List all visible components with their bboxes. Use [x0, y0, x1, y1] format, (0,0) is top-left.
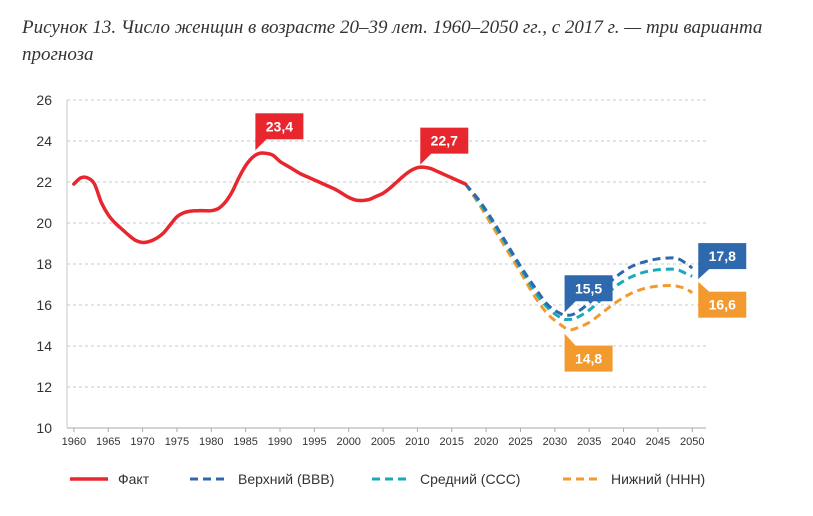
- axis-layer: 10 12 14 16 18 20 22 24 26 1960 1965 1970 1975 1980 19…: [36, 92, 706, 448]
- callout-box: [564, 345, 613, 372]
- data-label: 17,8: [709, 248, 736, 264]
- x-tick-label: 2050: [680, 436, 704, 448]
- x-tick-label: 2010: [405, 436, 429, 448]
- x-tick-label: 2030: [543, 436, 567, 448]
- data-label: 22,7: [431, 133, 458, 149]
- callout-upperMin: 15,5: [564, 275, 613, 313]
- x-tick-label: 2025: [508, 436, 532, 448]
- series-line-upper: [464, 183, 694, 317]
- callout-pointer: [698, 268, 711, 280]
- legend-label: Средний (ССС): [420, 471, 520, 487]
- y-tick-label: 10: [36, 420, 52, 436]
- x-tick-label: 2020: [474, 436, 498, 448]
- x-tick-label: 2015: [440, 436, 464, 448]
- x-tick-label: 1995: [302, 436, 326, 448]
- callout-pointer: [564, 333, 577, 347]
- legend-item-lower: Нижний (ННН): [563, 471, 705, 487]
- series-line-lower: [464, 183, 694, 332]
- callout-pointer: [420, 152, 433, 165]
- y-tick-label: 20: [36, 215, 52, 231]
- legend-label: Факт: [118, 471, 150, 487]
- y-tick-label: 22: [36, 174, 52, 190]
- x-tick-label: 1960: [62, 436, 86, 448]
- y-tick-label: 18: [36, 256, 52, 272]
- callout-upperEnd: 17,8: [698, 243, 747, 280]
- x-tick-label: 2035: [577, 436, 601, 448]
- callout-pointer: [255, 138, 268, 151]
- y-tick-label: 14: [36, 338, 52, 354]
- x-tick-label: 1990: [268, 436, 292, 448]
- callout-lowerMin: 14,8: [564, 333, 613, 372]
- legend: Факт Верхний (ВВВ) Средний (ССС) Нижний (НН…: [70, 471, 705, 487]
- x-tick-label: 2040: [611, 436, 635, 448]
- y-tick-label: 16: [36, 297, 52, 313]
- y-tick-label: 26: [36, 92, 52, 108]
- callout-pointer: [698, 281, 711, 293]
- callout-peak2011: 22,7: [420, 127, 469, 165]
- x-tick-label: 2005: [371, 436, 395, 448]
- callout-box: [564, 275, 613, 302]
- series-line-fact: [72, 151, 468, 245]
- y-tick-label: 24: [36, 133, 52, 149]
- figure-caption: Рисунок 13. Число женщин в возрасте 20–3…: [22, 17, 763, 65]
- callout-pointer: [564, 300, 577, 313]
- callout-box: [698, 291, 747, 318]
- legend-label: Нижний (ННН): [611, 471, 705, 487]
- x-tick-label: 2045: [646, 436, 670, 448]
- x-tick-label: 1985: [233, 436, 257, 448]
- legend-label: Верхний (ВВВ): [238, 471, 334, 487]
- grid-layer: [67, 99, 706, 429]
- legend-item-upper: Верхний (ВВВ): [190, 471, 334, 487]
- callout-peak1987: 23,4: [255, 113, 304, 151]
- callout-box: [255, 113, 304, 140]
- x-tick-label: 1975: [165, 436, 189, 448]
- data-label: 23,4: [266, 118, 293, 134]
- legend-item-fact: Факт: [70, 471, 150, 487]
- data-label: 16,6: [709, 297, 736, 313]
- x-tick-label: 1965: [96, 436, 120, 448]
- x-tick-label: 1980: [199, 436, 223, 448]
- series-layer: [72, 151, 694, 332]
- x-tick-label: 1970: [130, 436, 154, 448]
- callout-box: [698, 243, 747, 270]
- legend-item-medium: Средний (ССС): [372, 471, 520, 487]
- data-label: 14,8: [575, 351, 602, 367]
- y-tick-label: 12: [36, 379, 52, 395]
- callout-layer: 23,4 22,7 15,5 14,8 17,8 16,6: [255, 113, 747, 372]
- data-label: 15,5: [575, 280, 602, 296]
- callout-box: [420, 127, 469, 154]
- x-tick-label: 2000: [336, 436, 360, 448]
- series-line-medium: [464, 183, 693, 322]
- callout-lowerEnd: 16,6: [698, 281, 747, 318]
